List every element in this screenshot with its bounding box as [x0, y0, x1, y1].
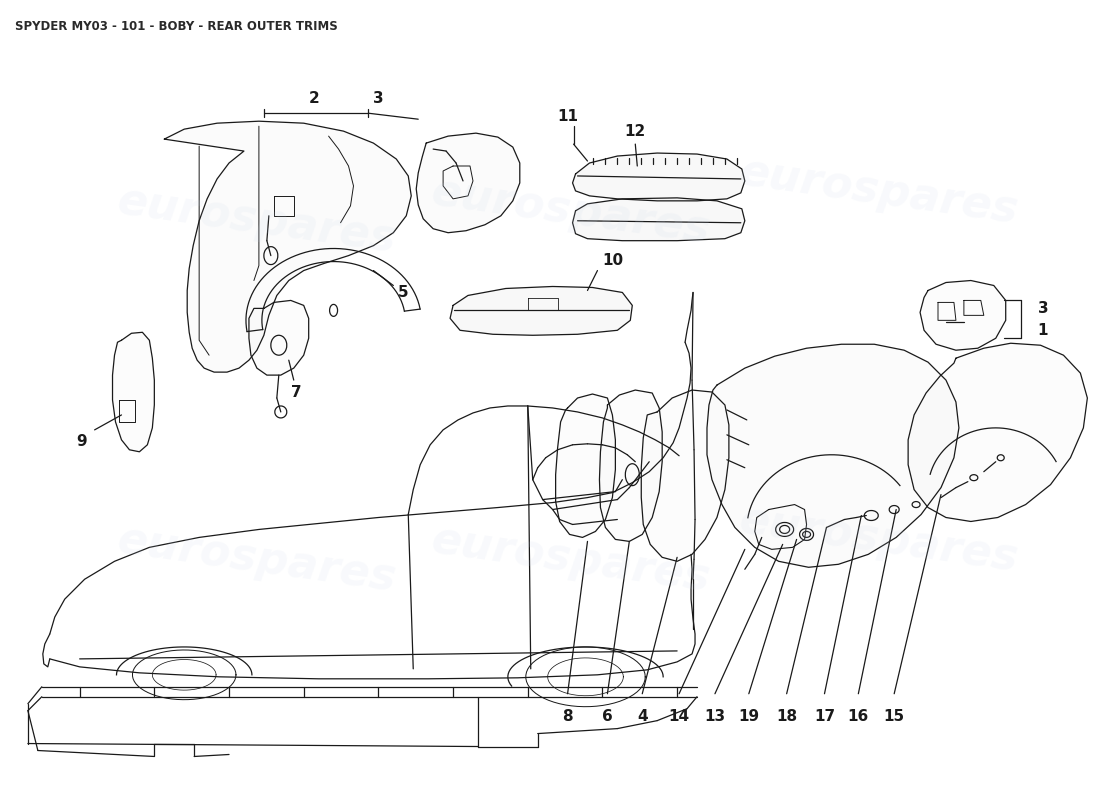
Text: 13: 13 — [704, 709, 726, 724]
Text: eurospares: eurospares — [114, 180, 399, 262]
Polygon shape — [573, 153, 745, 201]
Text: 12: 12 — [625, 124, 646, 138]
Text: eurospares: eurospares — [737, 150, 1022, 232]
Text: 5: 5 — [398, 285, 408, 300]
Polygon shape — [920, 281, 1005, 350]
Text: 9: 9 — [76, 434, 87, 450]
Polygon shape — [641, 390, 729, 562]
Polygon shape — [112, 332, 154, 452]
Text: 3: 3 — [1037, 301, 1048, 316]
Text: 16: 16 — [848, 709, 869, 724]
Polygon shape — [707, 344, 959, 567]
Polygon shape — [600, 390, 662, 542]
Text: 8: 8 — [562, 709, 573, 724]
Polygon shape — [573, 198, 745, 241]
Text: eurospares: eurospares — [428, 170, 713, 252]
Text: 11: 11 — [557, 109, 579, 124]
Text: 14: 14 — [669, 709, 690, 724]
Text: 15: 15 — [883, 709, 904, 724]
Text: 10: 10 — [602, 253, 623, 268]
Text: 1: 1 — [1037, 322, 1048, 338]
Text: eurospares: eurospares — [114, 518, 399, 600]
Text: 4: 4 — [637, 709, 648, 724]
Text: 19: 19 — [738, 709, 759, 724]
Polygon shape — [909, 343, 1088, 522]
Text: eurospares: eurospares — [428, 518, 713, 600]
Text: 7: 7 — [292, 385, 302, 399]
Polygon shape — [556, 394, 615, 538]
Text: 18: 18 — [777, 709, 797, 724]
Polygon shape — [450, 286, 632, 335]
Text: 6: 6 — [602, 709, 613, 724]
Polygon shape — [249, 301, 309, 375]
Text: 3: 3 — [373, 90, 384, 106]
Polygon shape — [164, 121, 411, 372]
Text: SPYDER MY03 - 101 - BOBY - REAR OUTER TRIMS: SPYDER MY03 - 101 - BOBY - REAR OUTER TR… — [15, 20, 338, 33]
Text: 2: 2 — [308, 90, 319, 106]
Text: eurospares: eurospares — [737, 498, 1022, 580]
Text: 17: 17 — [814, 709, 835, 724]
Polygon shape — [416, 133, 520, 233]
